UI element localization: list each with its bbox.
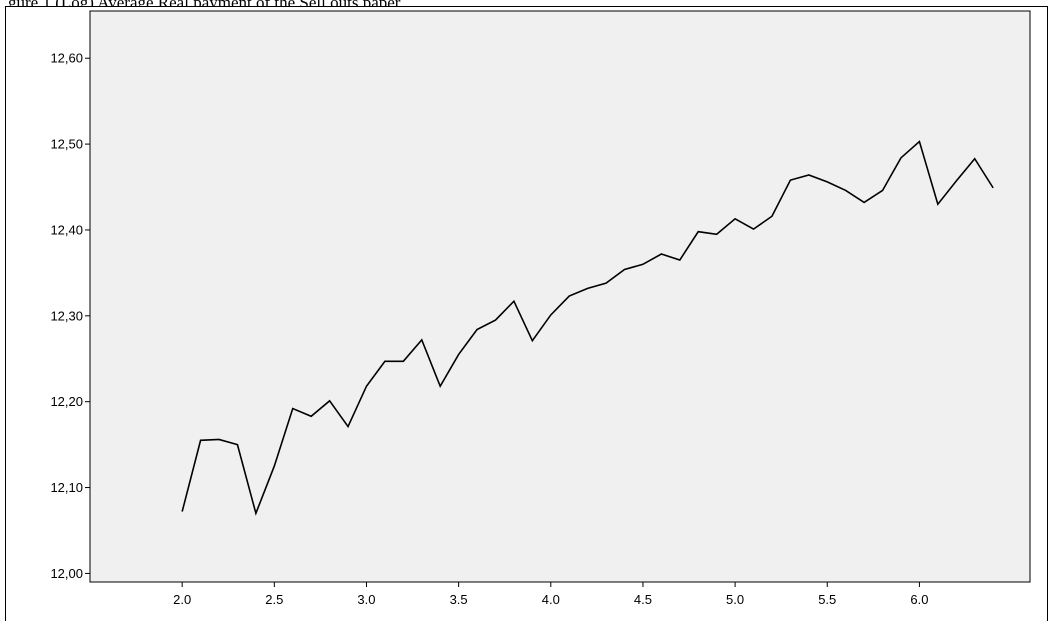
series-line bbox=[181, 140, 994, 516]
y-tick-label: 12,00 bbox=[50, 566, 83, 581]
y-tick-label: 12,50 bbox=[50, 137, 83, 152]
x-tick-label: 6.0 bbox=[910, 592, 928, 607]
x-tick-label: 4.5 bbox=[634, 592, 652, 607]
y-tick-label: 12,60 bbox=[50, 51, 83, 66]
x-axis: 2.0 2.5 3.0 3.5 4.0 4.5 5.0 5.5 6.0 bbox=[173, 582, 928, 607]
plot-area bbox=[89, 10, 1031, 583]
y-tick-label: 12,10 bbox=[50, 480, 83, 495]
y-tick-label: 12,20 bbox=[50, 394, 83, 409]
x-tick-label: 3.5 bbox=[450, 592, 468, 607]
y-tick-label: 12,40 bbox=[50, 222, 83, 237]
x-tick-label: 5.5 bbox=[818, 592, 836, 607]
x-tick-label: 5.0 bbox=[726, 592, 744, 607]
y-tick-label: 12,30 bbox=[50, 308, 83, 323]
x-tick-label: 2.0 bbox=[173, 592, 191, 607]
x-tick-label: 3.0 bbox=[357, 592, 375, 607]
figure-caption: gure 1 (Log) Average Real payment of the… bbox=[0, 0, 1054, 8]
y-axis: 12,00 12,10 12,20 12,30 12,40 12,50 12,60 bbox=[50, 51, 90, 581]
x-tick-label: 4.0 bbox=[542, 592, 560, 607]
x-tick-label: 2.5 bbox=[265, 592, 283, 607]
